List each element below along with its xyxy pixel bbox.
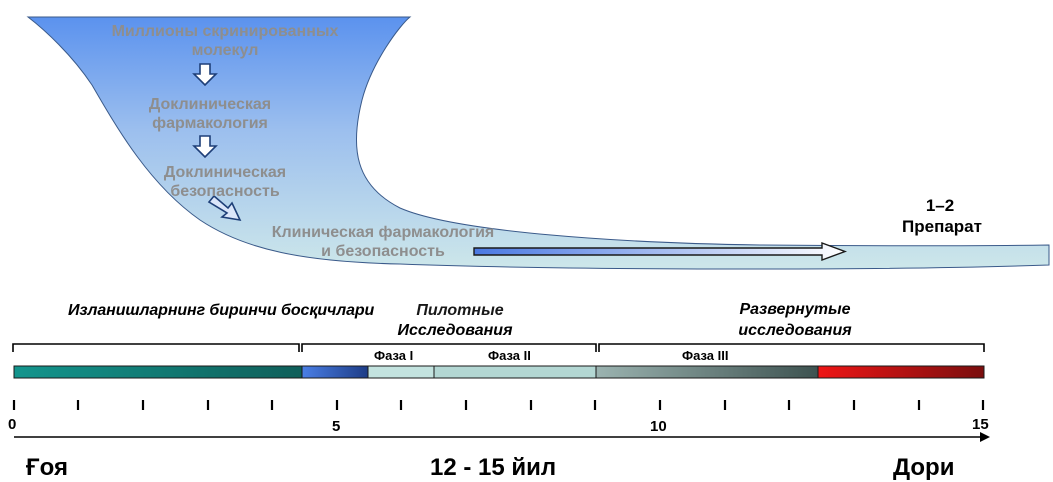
phase1-label: Фаза I	[374, 348, 414, 363]
header-pilot-line2: Исследования	[397, 322, 513, 339]
stage1-line2: молекул	[191, 42, 259, 59]
tick-label-15: 15	[972, 416, 989, 433]
tick-label-5: 5	[332, 418, 341, 435]
drug-label: Дори	[893, 454, 955, 481]
arrow-down-icon	[192, 135, 218, 159]
funnel-shape	[26, 16, 1050, 270]
bar-segment-phase2	[433, 365, 597, 379]
bar-segment-approval	[817, 365, 985, 379]
arrow-diagonal-icon	[207, 194, 242, 222]
stage3-line1: Доклиническая	[163, 164, 287, 181]
stage1-line1: Миллионы скринированных	[111, 23, 339, 40]
header-expanded-line1: Развернутые	[739, 301, 851, 318]
funnel-stage-preclinical-safety: Доклиническая безопасность	[140, 163, 310, 201]
funnel-stage-preclinical-pharmacology: Доклиническая фармакология	[130, 95, 290, 133]
result-count: 1–2	[925, 196, 955, 215]
stage2-line1: Доклиническая	[148, 96, 272, 113]
phase-bar	[13, 365, 985, 379]
bar-segment-phase1-start	[301, 365, 369, 379]
bracket-pilot	[301, 343, 597, 352]
bracket-first-stages	[12, 343, 300, 352]
stage4-line1: Клиническая фармакология	[271, 224, 495, 241]
result-label: Препарат	[902, 217, 982, 236]
tick-label-10: 10	[650, 418, 667, 435]
funnel-stage-screened-molecules: Миллионы скринированных молекул	[60, 22, 390, 60]
bar-segment-phase1	[367, 365, 435, 379]
timeline-ticks	[12, 400, 985, 410]
header-pilot-line1: Пилотные	[416, 302, 504, 319]
funnel-stage-clinical: Клиническая фармакология и безопасность	[228, 223, 538, 261]
phase3-label: Фаза III	[682, 348, 729, 363]
header-first-stages: Изланишларнинг биринчи босқичлари	[68, 302, 375, 319]
stage2-line2: фармакология	[152, 115, 268, 132]
header-expanded-line2: исследования	[738, 322, 852, 339]
arrow-down-icon	[192, 63, 218, 87]
bar-segment-early	[13, 365, 303, 379]
stage3-line2: безопасность	[170, 183, 280, 200]
duration-label: 12 - 15 йил	[430, 454, 557, 481]
bracket-expanded	[598, 343, 985, 352]
stage4-line2: и безопасность	[321, 243, 445, 260]
long-arrow-right-icon	[473, 241, 848, 262]
phase2-label: Фаза II	[488, 348, 531, 363]
axis-arrowhead-icon	[980, 432, 990, 442]
idea-label: Ғоя	[26, 454, 68, 481]
bar-segment-phase3	[595, 365, 819, 379]
tick-label-0: 0	[8, 416, 17, 433]
